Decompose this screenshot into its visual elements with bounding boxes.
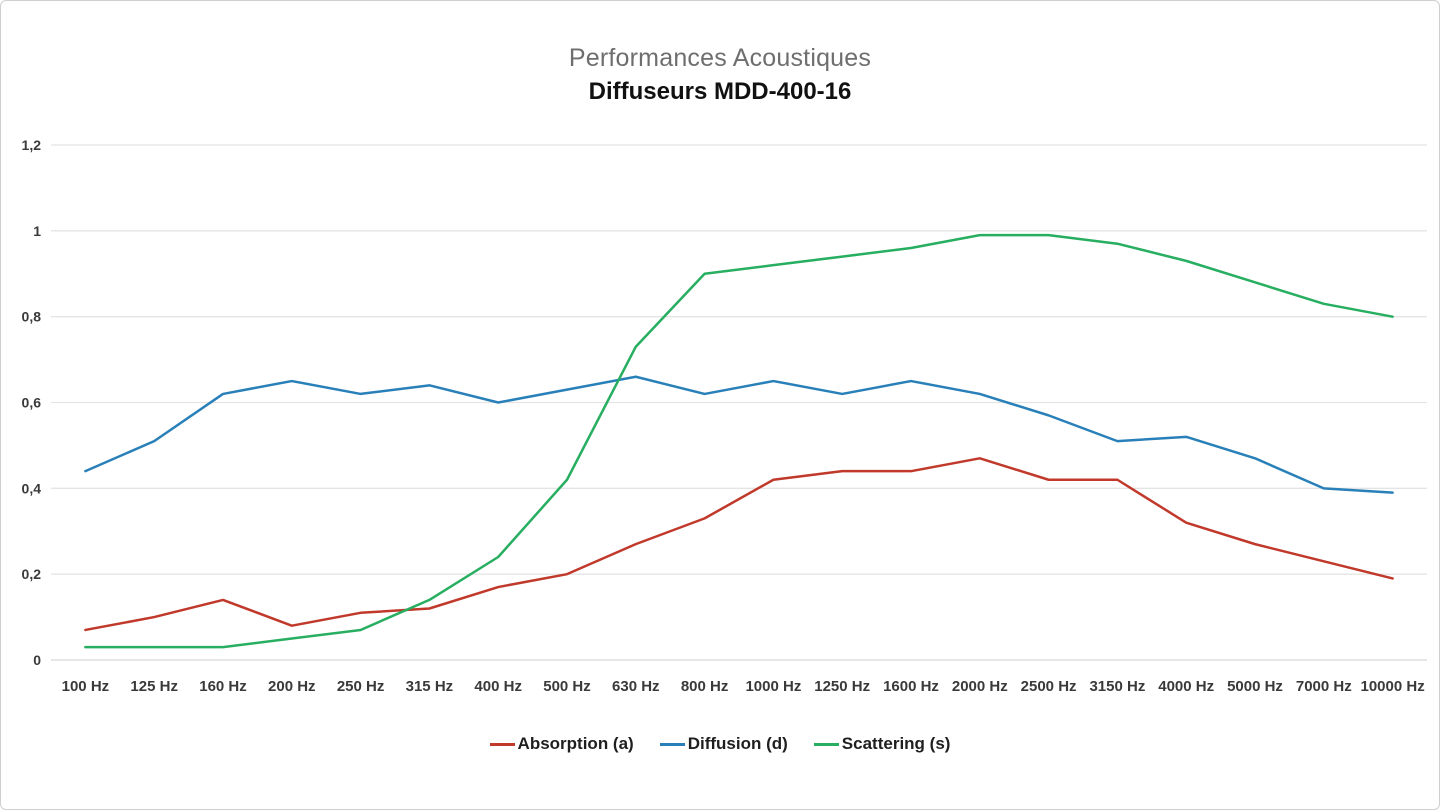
y-gridlines bbox=[51, 144, 1427, 661]
x-tick-label: 1000 Hz bbox=[745, 678, 801, 695]
x-tick-label: 2500 Hz bbox=[1021, 678, 1077, 695]
x-tick-label: 500 Hz bbox=[543, 678, 591, 695]
legend-label-diffusion: Diffusion (d) bbox=[687, 734, 788, 753]
y-tick-label: 0,8 bbox=[22, 309, 42, 325]
x-tick-label: 250 Hz bbox=[337, 678, 385, 695]
chart-subtitle: Diffuseurs MDD-400-16 bbox=[588, 78, 852, 105]
x-tick-label: 2000 Hz bbox=[952, 678, 1008, 695]
legend-item-absorption: Absorption (a) bbox=[489, 734, 634, 754]
legend-label-absorption: Absorption (a) bbox=[517, 734, 634, 753]
legend-item-scattering: Scattering (s) bbox=[813, 734, 951, 754]
y-tick-label: 0,2 bbox=[22, 566, 42, 582]
y-tick-label: 0,6 bbox=[22, 395, 42, 411]
x-tick-label: 1250 Hz bbox=[814, 678, 870, 695]
x-tick-label: 630 Hz bbox=[612, 678, 660, 695]
x-tick-label: 100 Hz bbox=[62, 678, 110, 695]
series-line-scattering bbox=[84, 233, 1394, 649]
chart-title: Performances Acoustiques bbox=[568, 44, 872, 72]
legend-item-diffusion: Diffusion (d) bbox=[659, 734, 788, 754]
series-line-absorption bbox=[84, 457, 1394, 632]
y-tick-label: 0,4 bbox=[22, 480, 42, 496]
y-axis-labels: 0 0,2 0,4 0,6 0,8 1 1,2 bbox=[22, 137, 42, 668]
y-tick-label: 1 bbox=[33, 223, 41, 239]
legend-label-scattering: Scattering (s) bbox=[841, 734, 951, 753]
y-tick-label: 0 bbox=[33, 652, 41, 668]
x-tick-label: 315 Hz bbox=[406, 678, 454, 695]
x-tick-label: 400 Hz bbox=[474, 678, 522, 695]
x-tick-label: 5000 Hz bbox=[1227, 678, 1283, 695]
x-tick-label: 1600 Hz bbox=[883, 678, 939, 695]
x-tick-label: 3150 Hz bbox=[1089, 678, 1145, 695]
legend-swatch-scattering bbox=[813, 742, 839, 746]
x-tick-label: 160 Hz bbox=[199, 678, 247, 695]
y-tick-label: 1,2 bbox=[22, 137, 42, 153]
legend-swatch-diffusion bbox=[659, 742, 685, 746]
x-axis-labels: 100 Hz 125 Hz 160 Hz 200 Hz 250 Hz 315 Hz 400 … bbox=[62, 678, 1425, 695]
x-tick-label: 800 Hz bbox=[681, 678, 729, 695]
legend-swatch-absorption bbox=[489, 742, 515, 746]
series-line-diffusion bbox=[84, 375, 1394, 494]
x-tick-label: 10000 Hz bbox=[1360, 678, 1424, 695]
x-tick-label: 7000 Hz bbox=[1296, 678, 1352, 695]
x-tick-label: 4000 Hz bbox=[1158, 678, 1214, 695]
legend: Absorption (a) Diffusion (d) Scattering … bbox=[1, 734, 1439, 754]
x-tick-label: 200 Hz bbox=[268, 678, 316, 695]
series-lines bbox=[84, 233, 1394, 649]
x-tick-label: 125 Hz bbox=[130, 678, 178, 695]
